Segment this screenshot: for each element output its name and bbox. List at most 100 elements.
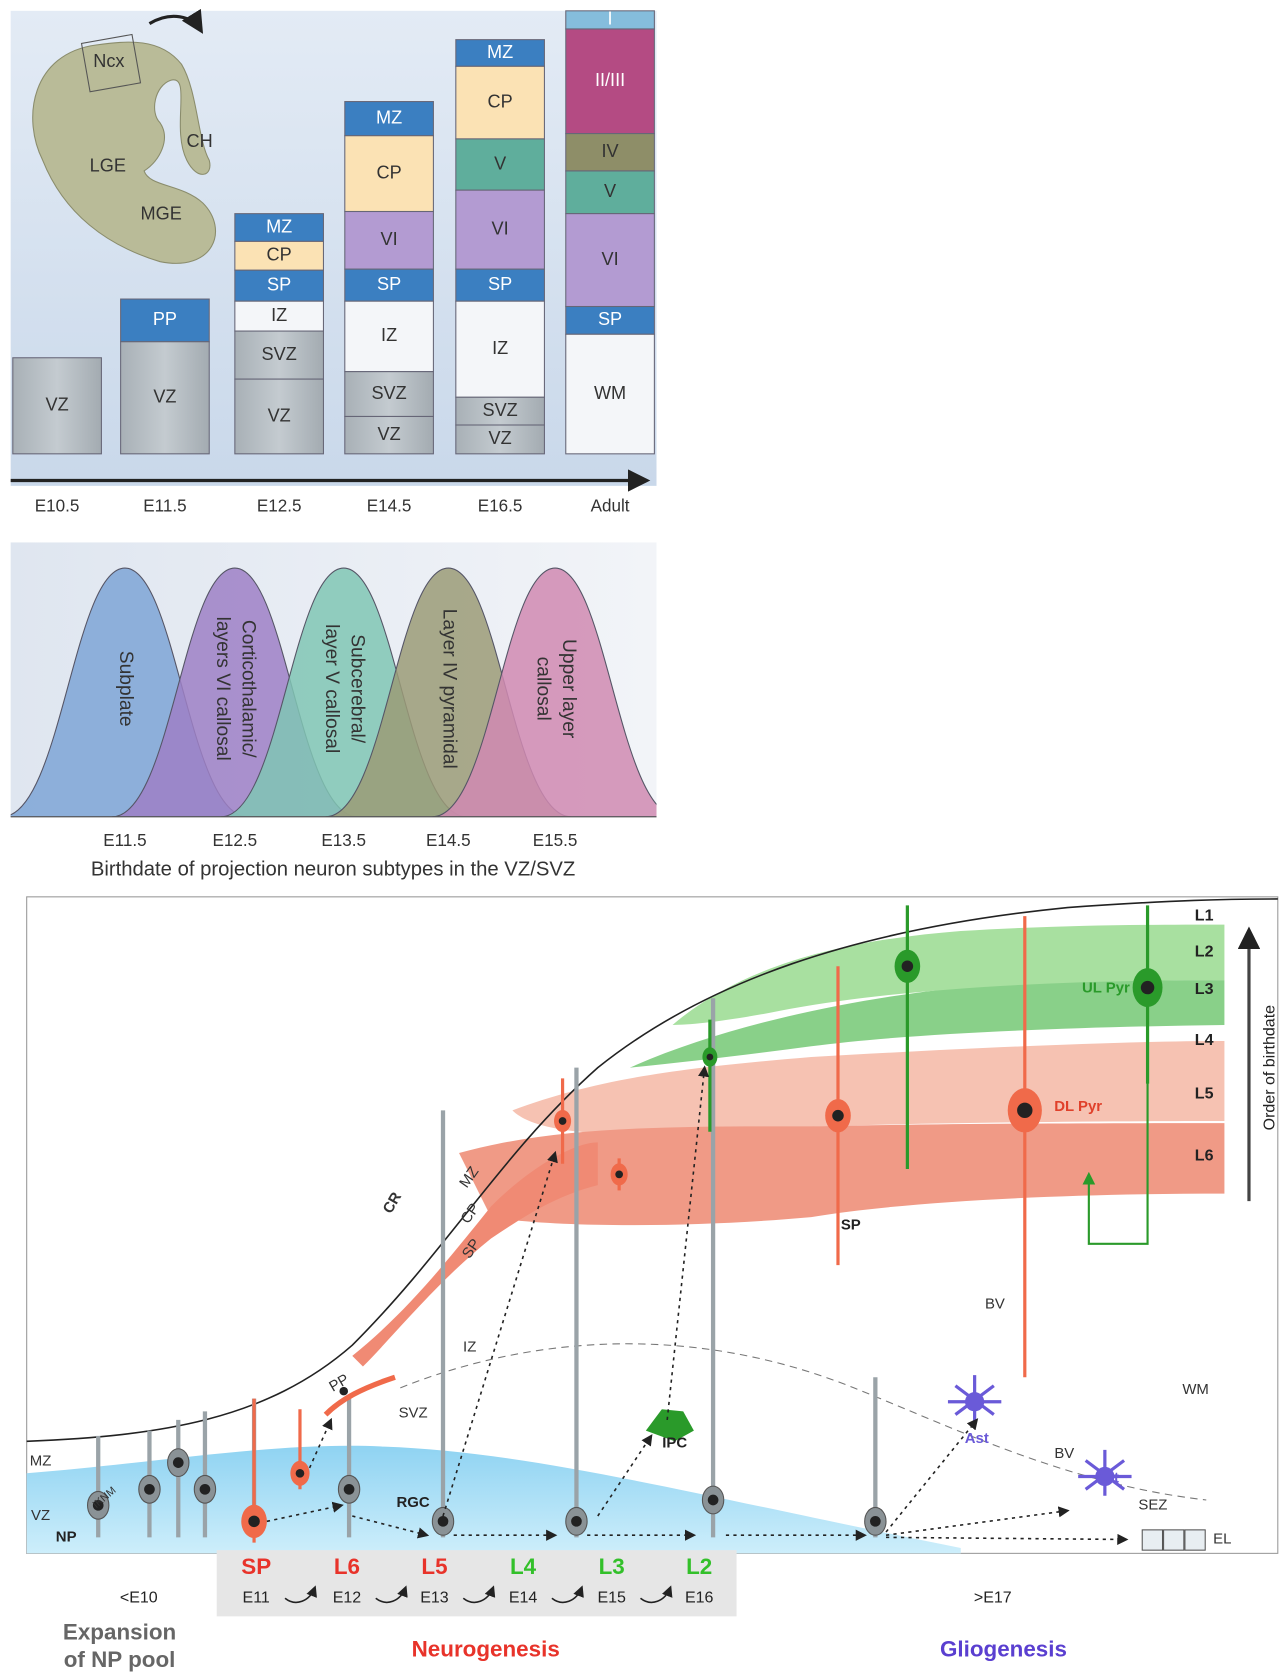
layer-label: SVZ <box>262 344 297 364</box>
layer-label: L5 <box>1195 1086 1214 1103</box>
timeline-layer: L6 <box>334 1554 360 1579</box>
layer-label: MZ <box>376 107 402 127</box>
brain-label: MGE <box>141 204 182 224</box>
pp-neuron <box>323 1374 396 1417</box>
migration-arrow <box>352 1515 430 1539</box>
layer <box>455 424 545 455</box>
subtype-label: Corticothalamic/layers VI callosal <box>212 617 259 761</box>
layer-label: CP <box>267 245 292 265</box>
nucleus <box>343 1483 355 1495</box>
migration-arrow <box>886 1533 1129 1546</box>
cell-label: EL <box>1213 1530 1231 1547</box>
layer-label: SVZ <box>371 383 406 403</box>
layer <box>344 300 434 373</box>
subtype-label: Subcerebral/layer V callosal <box>321 624 368 753</box>
layer-label: L4 <box>1195 1032 1214 1049</box>
layer-label: IV <box>602 141 620 161</box>
ependymal-cell <box>1163 1529 1185 1551</box>
cell-label: UL Pyr <box>1082 980 1130 997</box>
layer <box>12 357 102 455</box>
layer-label: VZ <box>153 387 176 407</box>
stage-label: E15.5 <box>533 831 578 850</box>
layer <box>234 378 324 455</box>
timeline-stage: E16 <box>685 1589 714 1606</box>
layer-label: MZ <box>487 42 513 62</box>
nucleus <box>707 1494 719 1506</box>
layer-label: SP <box>377 274 401 294</box>
layer <box>455 65 545 140</box>
curves <box>10 567 657 817</box>
cell-label: SVZ <box>399 1404 428 1421</box>
phase-label: Gliogenesis <box>940 1636 1067 1661</box>
nucleus <box>706 1053 714 1061</box>
subtype-line: layer V callosal <box>321 624 342 753</box>
subtype-line: callosal <box>532 657 553 721</box>
astrocyte-soma <box>1095 1466 1115 1487</box>
stage-label: E12.5 <box>257 497 302 516</box>
subtype-label: Subplate <box>115 651 136 727</box>
layer-label: VZ <box>489 428 512 448</box>
nucleus <box>615 1170 623 1179</box>
layer-label: VI <box>602 249 619 269</box>
subtype-line: Subplate <box>115 651 136 727</box>
stage-label: E14.5 <box>426 831 471 850</box>
subtype-line: Upper layer <box>558 639 579 739</box>
stage-label: E12.5 <box>213 831 258 850</box>
nucleus <box>199 1483 211 1495</box>
nucleus <box>437 1515 449 1527</box>
nucleus <box>144 1483 155 1495</box>
timeline-stage: E14 <box>509 1589 538 1606</box>
brain <box>32 41 217 264</box>
subtype-label: Layer IV pyramidal <box>438 609 459 769</box>
timeline-stage: E12 <box>333 1589 362 1606</box>
cell-label: Ast <box>1095 1470 1119 1487</box>
cell-label: MZ <box>30 1453 52 1470</box>
nucleus <box>295 1468 305 1478</box>
layer <box>455 39 545 67</box>
timeline-stage: E13 <box>420 1589 449 1606</box>
caption: Birthdate of projection neuron subtypes … <box>91 859 575 881</box>
timeline-layer: L2 <box>686 1554 712 1579</box>
timeline-layer: L5 <box>421 1554 447 1579</box>
cell-label: NP <box>56 1528 77 1545</box>
layer <box>565 305 655 335</box>
nucleus <box>1140 980 1155 995</box>
sequence-arrow <box>640 1585 673 1604</box>
layer <box>344 101 434 137</box>
green-axon <box>1082 1014 1149 1245</box>
cell-label: BV <box>1054 1445 1074 1462</box>
stage-label: E14.5 <box>367 497 412 516</box>
sequence-arrow <box>551 1585 584 1604</box>
layer <box>565 213 655 308</box>
timeline-stage: E15 <box>597 1589 626 1606</box>
sequence-arrow <box>284 1585 317 1604</box>
layer-label: CP <box>488 91 513 111</box>
layer <box>234 213 324 242</box>
layer <box>344 415 434 455</box>
layer-label: WM <box>594 383 626 403</box>
layer-label: L3 <box>1195 981 1214 998</box>
layer-label: SP <box>267 275 291 295</box>
nucleus <box>571 1515 582 1527</box>
phase-label: Neurogenesis <box>412 1636 560 1661</box>
layer-label: SP <box>598 309 622 329</box>
stage-label: E11.5 <box>103 831 146 850</box>
layer <box>565 333 655 455</box>
nucleus <box>870 1515 881 1527</box>
layer-label: VZ <box>46 395 69 415</box>
layer-label: L6 <box>1195 1147 1214 1164</box>
cell-label: DL Pyr <box>1054 1098 1102 1115</box>
nucleus <box>172 1457 184 1468</box>
ependymal-cell <box>1141 1529 1164 1551</box>
layer <box>455 396 545 426</box>
sequence-arrow <box>462 1585 496 1604</box>
stage-label: E11.5 <box>143 497 186 516</box>
timeline-layer: L3 <box>599 1554 625 1579</box>
stage-label: E10.5 <box>35 497 80 516</box>
brain-label: LGE <box>90 155 126 175</box>
svz-boundary <box>400 1343 1207 1501</box>
layer <box>455 189 545 270</box>
nucleus <box>558 1117 567 1125</box>
